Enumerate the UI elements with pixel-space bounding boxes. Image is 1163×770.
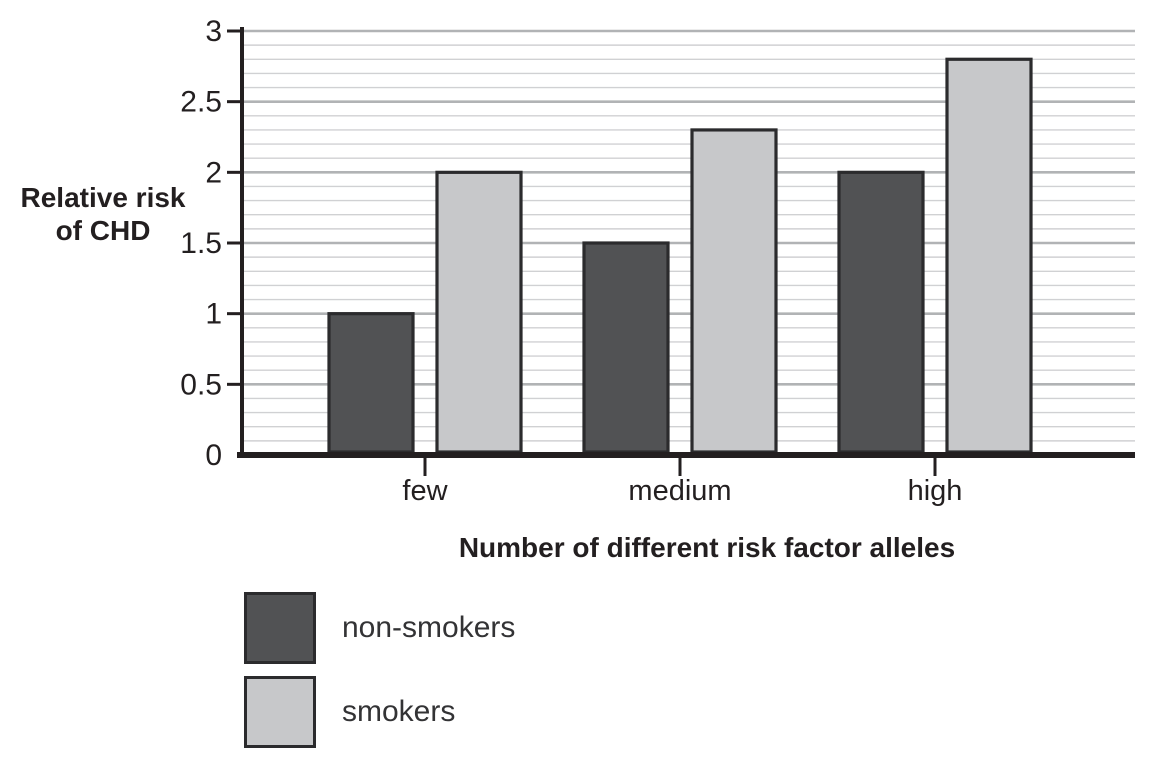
legend-label-smokers: smokers bbox=[342, 695, 456, 728]
x-category-label-medium: medium bbox=[628, 475, 731, 507]
bar-smokers-medium bbox=[690, 128, 778, 454]
bar-non-smokers-medium bbox=[582, 241, 670, 454]
y-axis-title: Relative risk of CHD bbox=[5, 181, 201, 247]
y-axis-title-line2: of CHD bbox=[55, 215, 151, 246]
bar-non-smokers-high bbox=[837, 170, 925, 454]
bar-smokers-few bbox=[435, 170, 523, 454]
x-axis-title: Number of different risk factor alleles bbox=[458, 532, 956, 563]
y-tick-label-3: 3 bbox=[205, 15, 222, 48]
bar-non-smokers-few bbox=[327, 312, 415, 454]
y-tick-label-1: 1 bbox=[205, 298, 222, 331]
legend-label-non-smokers: non-smokers bbox=[342, 611, 516, 644]
bar-smokers-high bbox=[945, 57, 1033, 454]
legend-swatch-non-smokers bbox=[244, 592, 316, 664]
y-tick-label-0.5: 0.5 bbox=[180, 368, 222, 401]
y-tick-label-0: 0 bbox=[205, 439, 222, 472]
y-tick-label-1.5: 1.5 bbox=[180, 227, 222, 260]
x-category-label-few: few bbox=[402, 475, 448, 507]
legend-item-non-smokers: non-smokers bbox=[244, 592, 515, 664]
y-tick-label-2: 2 bbox=[205, 156, 222, 189]
y-tick-label-2.5: 2.5 bbox=[180, 86, 222, 119]
legend: non-smokers smokers bbox=[244, 592, 515, 760]
x-category-label-high: high bbox=[908, 475, 963, 507]
y-axis-title-line1: Relative risk bbox=[20, 182, 186, 213]
legend-item-smokers: smokers bbox=[244, 676, 515, 748]
legend-swatch-smokers bbox=[244, 676, 316, 748]
